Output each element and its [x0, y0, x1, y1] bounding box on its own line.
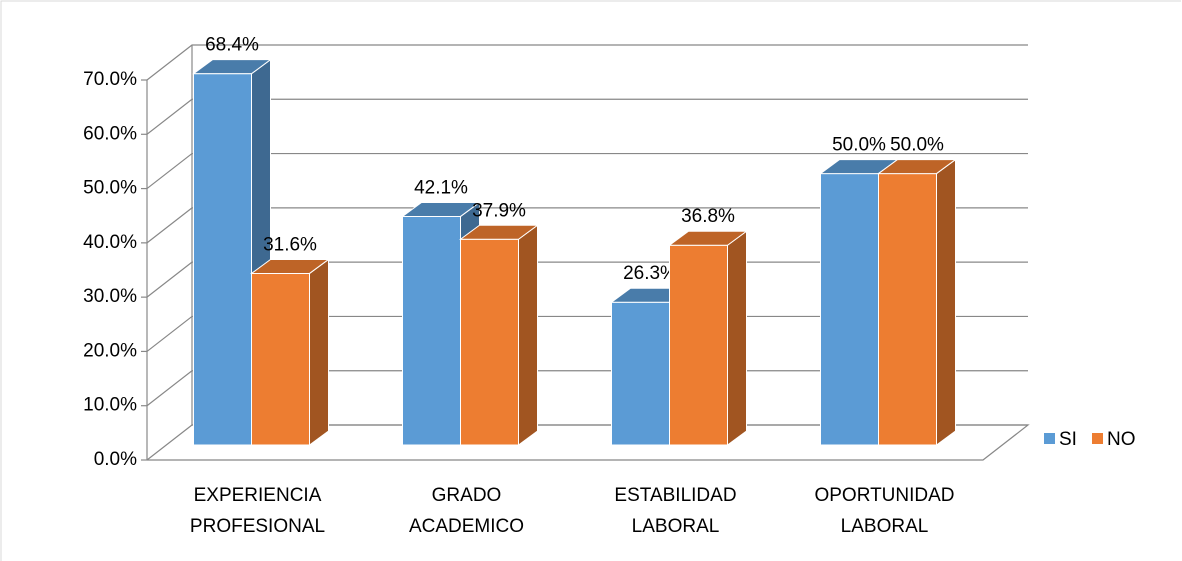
x-tick-label-line: EXPERIENCIA — [194, 485, 322, 506]
value-label: 37.9% — [472, 200, 526, 221]
bar-top — [667, 230, 749, 246]
x-tick-label-line: GRADO — [432, 485, 502, 506]
bar-front — [251, 272, 310, 446]
legend-swatch — [1092, 433, 1103, 444]
x-tick-label: ESTABILIDAD LABORAL — [614, 485, 736, 537]
bar-front — [611, 301, 670, 446]
x-tick-label: EXPERIENCIA PROFESIONAL — [190, 485, 325, 537]
value-label: 31.6% — [263, 234, 317, 255]
bar-side — [936, 158, 956, 446]
y-tick-label: 30.0% — [83, 286, 137, 307]
grid-line — [146, 98, 1028, 135]
grid-line — [146, 44, 1028, 81]
bar-top — [249, 258, 331, 274]
bar-side — [518, 224, 538, 446]
bar-top — [458, 224, 540, 240]
x-tick-label-line: PROFESIONAL — [190, 516, 325, 537]
y-tick-label: 20.0% — [83, 340, 137, 361]
bar — [249, 258, 331, 446]
bar-side — [727, 230, 747, 446]
bar — [876, 158, 958, 446]
value-label: 36.8% — [681, 206, 735, 227]
x-tick-label-line: ACADEMICO — [409, 516, 524, 537]
grid-line — [146, 315, 1028, 352]
x-tick-label: OPORTUNIDAD LABORAL — [814, 485, 954, 537]
bar-front — [820, 173, 879, 446]
x-tick-label: GRADO ACADEMICO — [409, 485, 524, 537]
value-label: 68.4% — [205, 35, 259, 56]
value-label: 26.3% — [623, 263, 677, 284]
bar-front — [878, 173, 937, 446]
x-tick-label-line: ESTABILIDAD — [614, 485, 736, 506]
bar-top — [876, 159, 958, 175]
bar — [667, 230, 749, 446]
bar-front — [460, 238, 519, 446]
y-tick-label: 10.0% — [83, 395, 137, 416]
bar — [458, 224, 540, 446]
value-label: 42.1% — [414, 177, 468, 198]
x-tick-label-line: OPORTUNIDAD — [814, 485, 954, 506]
grid-line — [146, 424, 1028, 461]
y-tick-label: 40.0% — [83, 232, 137, 253]
bar-top — [400, 201, 482, 217]
legend-label: NO — [1107, 429, 1136, 450]
value-label: 50.0% — [890, 135, 944, 156]
bar-side — [309, 258, 329, 446]
bar-top — [191, 59, 273, 75]
bar-front — [402, 215, 461, 446]
x-tick-label-line: LABORAL — [841, 516, 929, 537]
y-tick-label: 0.0% — [94, 449, 137, 470]
x-tick-label-line: LABORAL — [632, 516, 720, 537]
legend-label: SI — [1059, 429, 1077, 450]
bar-front — [669, 244, 728, 446]
bar-front — [193, 73, 252, 446]
y-tick-label: 70.0% — [83, 69, 137, 90]
y-tick-label: 50.0% — [83, 178, 137, 199]
grid-line — [146, 370, 1028, 407]
y-tick-label: 60.0% — [83, 123, 137, 144]
legend-swatch — [1044, 433, 1055, 444]
value-label: 50.0% — [832, 135, 886, 156]
grid-line — [146, 152, 1028, 190]
grid-line — [146, 207, 1028, 244]
grid-line — [146, 261, 1028, 298]
